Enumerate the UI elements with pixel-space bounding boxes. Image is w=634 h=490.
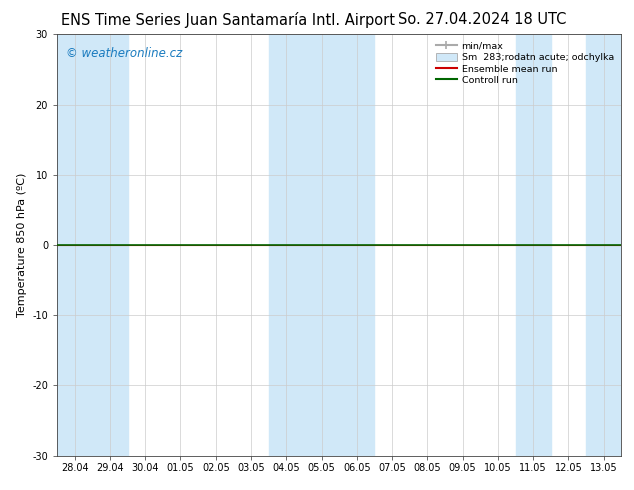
- Bar: [515, 34, 551, 456]
- Bar: [57, 34, 93, 456]
- Bar: [304, 34, 339, 456]
- Text: So. 27.04.2024 18 UTC: So. 27.04.2024 18 UTC: [398, 12, 566, 27]
- Bar: [586, 34, 621, 456]
- Bar: [269, 34, 304, 456]
- Text: © weatheronline.cz: © weatheronline.cz: [65, 47, 182, 60]
- Bar: [339, 34, 375, 456]
- Legend: min/max, Sm  283;rodatn acute; odchylka, Ensemble mean run, Controll run: min/max, Sm 283;rodatn acute; odchylka, …: [433, 39, 617, 88]
- Bar: [93, 34, 127, 456]
- Text: ENS Time Series Juan Santamaría Intl. Airport: ENS Time Series Juan Santamaría Intl. Ai…: [61, 12, 395, 28]
- Y-axis label: Temperature 850 hPa (ºC): Temperature 850 hPa (ºC): [16, 173, 27, 317]
